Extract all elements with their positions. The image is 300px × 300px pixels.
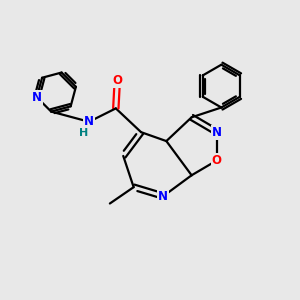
Text: N: N (158, 190, 168, 202)
Text: O: O (112, 74, 122, 87)
Text: N: N (212, 126, 222, 139)
Text: H: H (79, 128, 88, 138)
Text: N: N (32, 91, 42, 104)
Text: N: N (84, 115, 94, 128)
Text: O: O (212, 154, 222, 167)
